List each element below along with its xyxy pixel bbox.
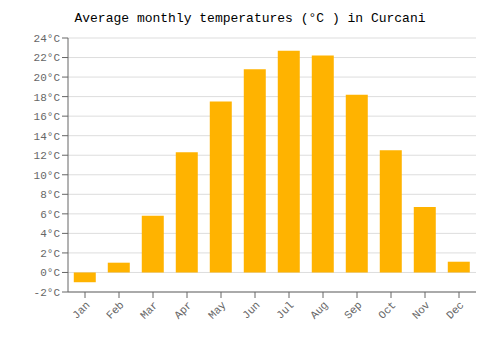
- html-text:Average monthly temperatures (: Average monthly temperatures (°C ) in Cu…: [74, 11, 426, 26]
- svg-text:16°C: 16°C: [34, 111, 61, 123]
- svg-text:2°C: 2°C: [40, 248, 60, 260]
- svg-text:20°C: 20°C: [34, 72, 61, 84]
- svg-text:6°C: 6°C: [40, 209, 60, 221]
- svg-text:Apr: Apr: [172, 299, 194, 321]
- svg-text:14°C: 14°C: [34, 131, 61, 143]
- svg-text:Oct: Oct: [376, 299, 398, 321]
- svg-text:22°C: 22°C: [34, 52, 61, 64]
- svg-text:4°C: 4°C: [40, 228, 60, 240]
- svg-text:8°C: 8°C: [40, 189, 60, 201]
- svg-text:0°C: 0°C: [40, 267, 60, 279]
- svg-text:-2°C: -2°C: [34, 287, 61, 299]
- svg-text:Mar: Mar: [138, 299, 160, 321]
- svg-text:Sep: Sep: [342, 299, 364, 321]
- svg-text:18°C: 18°C: [34, 92, 61, 104]
- svg-text:12°C: 12°C: [34, 150, 61, 162]
- svg-text:Jan: Jan: [70, 299, 92, 321]
- svg-text:Aug: Aug: [308, 299, 330, 321]
- svg-text:May: May: [206, 299, 229, 322]
- svg-text:Jun: Jun: [240, 299, 262, 321]
- svg-text:Feb: Feb: [104, 299, 126, 321]
- svg-text:Nov: Nov: [410, 299, 433, 322]
- svg-text:Jul: Jul: [274, 299, 296, 321]
- svg-text:10°C: 10°C: [34, 170, 61, 182]
- svg-text:24°C: 24°C: [34, 33, 61, 45]
- svg-text:Dec: Dec: [444, 299, 466, 321]
